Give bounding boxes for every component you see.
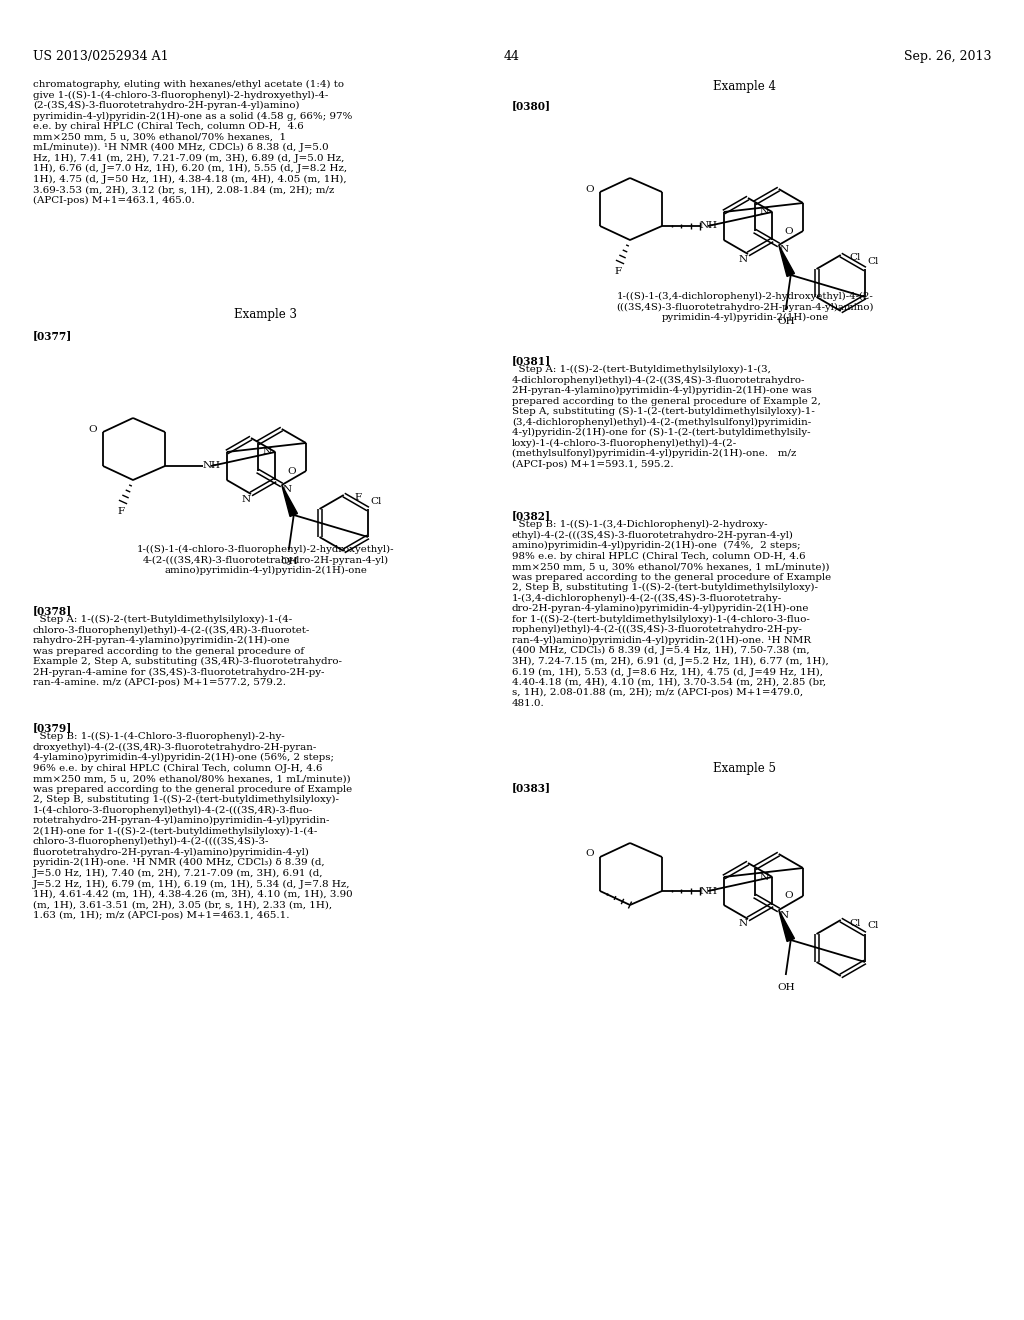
Text: H: H — [708, 222, 717, 231]
Text: N: N — [283, 486, 291, 495]
Text: O: O — [784, 227, 794, 235]
Text: Cl: Cl — [849, 919, 860, 928]
Text: H: H — [211, 462, 219, 470]
Text: O: O — [586, 850, 594, 858]
Text: O: O — [89, 425, 97, 433]
Text: N: N — [760, 873, 769, 882]
Text: [0380]: [0380] — [512, 100, 551, 111]
Text: Step B: 1-((S)-1-(3,4-Dichlorophenyl)-2-hydroxy-
ethyl)-4-(2-(((3S,4S)-3-fluorot: Step B: 1-((S)-1-(3,4-Dichlorophenyl)-2-… — [512, 520, 831, 708]
Text: F: F — [614, 268, 622, 276]
Text: N: N — [779, 911, 788, 920]
Text: OH: OH — [777, 982, 795, 991]
Text: N: N — [760, 207, 769, 216]
Text: N: N — [738, 920, 748, 928]
Text: O: O — [586, 185, 594, 194]
Text: Step B: 1-((S)-1-(4-Chloro-3-fluorophenyl)-2-hy-
droxyethyl)-4-(2-((3S,4R)-3-flu: Step B: 1-((S)-1-(4-Chloro-3-fluoropheny… — [33, 733, 352, 920]
Text: N: N — [699, 222, 709, 231]
Text: N: N — [738, 255, 748, 264]
Text: Example 3: Example 3 — [234, 308, 297, 321]
Text: Cl: Cl — [867, 921, 879, 931]
Text: N: N — [699, 887, 709, 895]
Text: OH: OH — [280, 557, 298, 566]
Text: Example 4: Example 4 — [714, 81, 776, 92]
Text: 1-((S)-1-(4-chloro-3-fluorophenyl)-2-hydroxyethyl)-
4-(2-(((3S,4R)-3-fluorotetra: 1-((S)-1-(4-chloro-3-fluorophenyl)-2-hyd… — [137, 545, 394, 576]
Text: Cl: Cl — [371, 496, 382, 506]
Text: Cl: Cl — [867, 256, 879, 265]
Text: [0381]: [0381] — [512, 355, 551, 366]
Text: US 2013/0252934 A1: US 2013/0252934 A1 — [33, 50, 168, 63]
Text: F: F — [118, 507, 125, 516]
Text: O: O — [784, 891, 794, 900]
Text: Example 5: Example 5 — [714, 762, 776, 775]
Polygon shape — [778, 909, 795, 941]
Text: O: O — [288, 466, 296, 475]
Polygon shape — [778, 246, 795, 276]
Text: [0377]: [0377] — [33, 330, 72, 341]
Text: N: N — [263, 447, 271, 457]
Text: 1-((S)-1-(3,4-dichlorophenyl)-2-hydroxyethyl)-4-(2-
(((3S,4S)-3-fluorotetrahydro: 1-((S)-1-(3,4-dichlorophenyl)-2-hydroxye… — [616, 292, 873, 322]
Polygon shape — [282, 484, 297, 516]
Text: H: H — [708, 887, 717, 895]
Text: [0383]: [0383] — [512, 781, 551, 793]
Text: [0378]: [0378] — [33, 605, 72, 616]
Text: OH: OH — [777, 318, 795, 326]
Text: N: N — [203, 462, 212, 470]
Text: Cl: Cl — [849, 253, 860, 263]
Text: Step A: 1-((S)-2-(tert-Butyldimethylsilyloxy)-1-(4-
chloro-3-fluorophenyl)ethyl): Step A: 1-((S)-2-(tert-Butyldimethylsily… — [33, 615, 342, 688]
Text: [0382]: [0382] — [512, 510, 551, 521]
Text: N: N — [242, 495, 251, 503]
Text: 44: 44 — [504, 50, 520, 63]
Text: F: F — [354, 494, 361, 503]
Text: chromatography, eluting with hexanes/ethyl acetate (1:4) to
give 1-((S)-1-(4-chl: chromatography, eluting with hexanes/eth… — [33, 81, 352, 205]
Text: N: N — [779, 246, 788, 255]
Text: Step A: 1-((S)-2-(tert-Butyldimethylsilyloxy)-1-(3,
4-dichlorophenyl)ethyl)-4-(2: Step A: 1-((S)-2-(tert-Butyldimethylsily… — [512, 366, 821, 469]
Text: Sep. 26, 2013: Sep. 26, 2013 — [904, 50, 991, 63]
Text: [0379]: [0379] — [33, 722, 72, 733]
